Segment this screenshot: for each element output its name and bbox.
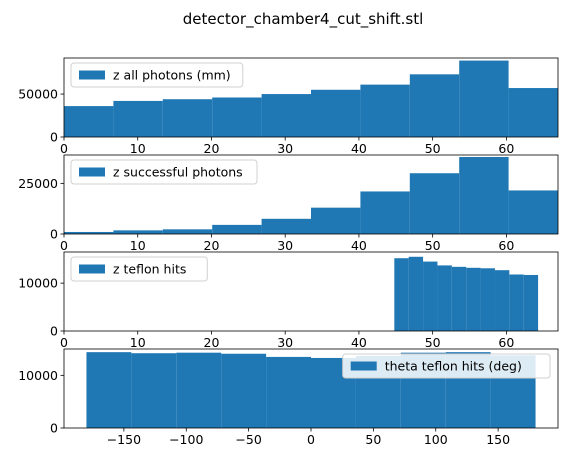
histogram-bar	[360, 191, 410, 234]
x-tick-label: 10	[130, 141, 146, 156]
x-tick-label: −50	[235, 432, 261, 447]
histogram-bar	[437, 265, 452, 331]
x-tick-label: 30	[277, 238, 293, 253]
subplot-2: 0 10 20 30 40 50 60 0 25000 z successful photons	[18, 154, 559, 253]
y-tick-label: 0	[50, 324, 58, 339]
histogram-bar	[408, 256, 424, 331]
x-tick-label: 40	[351, 238, 367, 253]
x-tick-label: 40	[351, 141, 367, 156]
histogram-bar	[261, 94, 311, 137]
y-tick-label: 0	[50, 227, 58, 242]
legend: z teflon hits	[70, 256, 208, 282]
histogram-bar	[494, 270, 510, 331]
legend-box	[342, 353, 551, 379]
figure-title: detector_chamber4_cut_shift.stl	[183, 10, 424, 29]
histogram-bar	[451, 266, 467, 331]
histogram-bar	[131, 353, 177, 428]
histogram-bar	[508, 190, 558, 234]
legend-box	[70, 159, 258, 185]
x-tick-label: 20	[204, 238, 220, 253]
y-tick-label: 10000	[18, 368, 58, 383]
axes-frame	[63, 57, 559, 138]
x-tick-label: 60	[498, 335, 514, 350]
x-tick-label: −100	[169, 432, 203, 447]
histogram-bar	[212, 97, 262, 137]
legend-box	[70, 62, 244, 88]
axes-frame	[63, 154, 559, 235]
histogram-bar	[221, 353, 267, 428]
histogram-bar	[113, 100, 163, 137]
legend-swatch	[79, 70, 105, 80]
x-tick-label: 40	[351, 335, 367, 350]
legend-swatch	[79, 264, 105, 274]
histogram-bar	[423, 261, 438, 331]
x-tick-label: 50	[425, 335, 441, 350]
y-tick-label: 0	[50, 421, 58, 436]
histogram-bar	[311, 207, 361, 234]
histogram-bar	[162, 99, 213, 137]
x-tick-label: 0	[60, 335, 68, 350]
histogram-bar	[266, 356, 311, 428]
legend-swatch	[350, 361, 377, 371]
x-tick-label: 0	[60, 141, 68, 156]
y-tick-label: 10000	[18, 276, 58, 291]
x-tick-label: 60	[498, 238, 514, 253]
histogram-bar	[459, 157, 509, 234]
subplot-4: −150 −100 −50 0 50 100 150 0 10000 theta teflon h…	[18, 348, 559, 447]
histogram-bar	[409, 173, 460, 234]
x-tick-label: 50	[425, 141, 441, 156]
histogram-bar	[311, 89, 361, 137]
x-tick-label: 0	[60, 238, 68, 253]
x-tick-label: 30	[277, 141, 293, 156]
x-tick-label: 30	[277, 335, 293, 350]
legend-label: theta teflon hits (deg)	[385, 359, 522, 374]
legend: z all photons (mm)	[70, 62, 244, 88]
histogram-bar	[360, 84, 410, 137]
legend-box	[70, 256, 208, 282]
histogram-bar	[466, 267, 481, 331]
histogram-bar	[64, 231, 114, 234]
y-tick-label: 50000	[18, 87, 58, 102]
x-tick-label: 60	[498, 141, 514, 156]
histogram-bar	[64, 106, 114, 137]
x-tick-label: 50	[365, 432, 381, 447]
x-tick-label: 10	[130, 335, 146, 350]
histogram-bar	[459, 60, 509, 137]
histogram-bar	[523, 274, 539, 331]
y-tick-label: 0	[50, 130, 58, 145]
x-tick-label: 10	[130, 238, 146, 253]
x-tick-label: 50	[425, 238, 441, 253]
x-tick-label: −150	[107, 432, 141, 447]
legend-label: z teflon hits	[113, 262, 186, 277]
legend: theta teflon hits (deg)	[342, 353, 551, 379]
histogram-bar	[176, 352, 222, 428]
histogram-bar	[86, 352, 132, 428]
histogram-bar	[113, 230, 163, 234]
histogram-bar	[212, 224, 262, 234]
legend-swatch	[79, 167, 105, 177]
legend-label: z successful photons	[113, 165, 243, 180]
histogram-bar	[509, 274, 524, 331]
axes-frame	[63, 251, 559, 332]
x-tick-label: 20	[204, 335, 220, 350]
histogram-bar	[409, 74, 460, 137]
histogram-bar	[261, 218, 311, 234]
legend: z successful photons	[70, 159, 258, 185]
histogram-bar	[508, 88, 558, 137]
x-tick-label: 20	[204, 141, 220, 156]
histogram-bar	[480, 268, 495, 331]
x-tick-label: 0	[307, 432, 315, 447]
subplot-3: 0 10 20 30 40 50 60 0 10000 z teflon hits	[18, 251, 559, 350]
y-tick-label: 25000	[18, 176, 58, 191]
histogram-bar	[162, 229, 213, 234]
legend-label: z all photons (mm)	[113, 68, 231, 83]
x-tick-label: 100	[424, 432, 448, 447]
histogram-bar	[394, 258, 409, 331]
x-tick-label: 150	[486, 432, 510, 447]
subplot-1: 0 10 20 30 40 50 60 0 50000 z all photons (mm)	[18, 57, 559, 156]
